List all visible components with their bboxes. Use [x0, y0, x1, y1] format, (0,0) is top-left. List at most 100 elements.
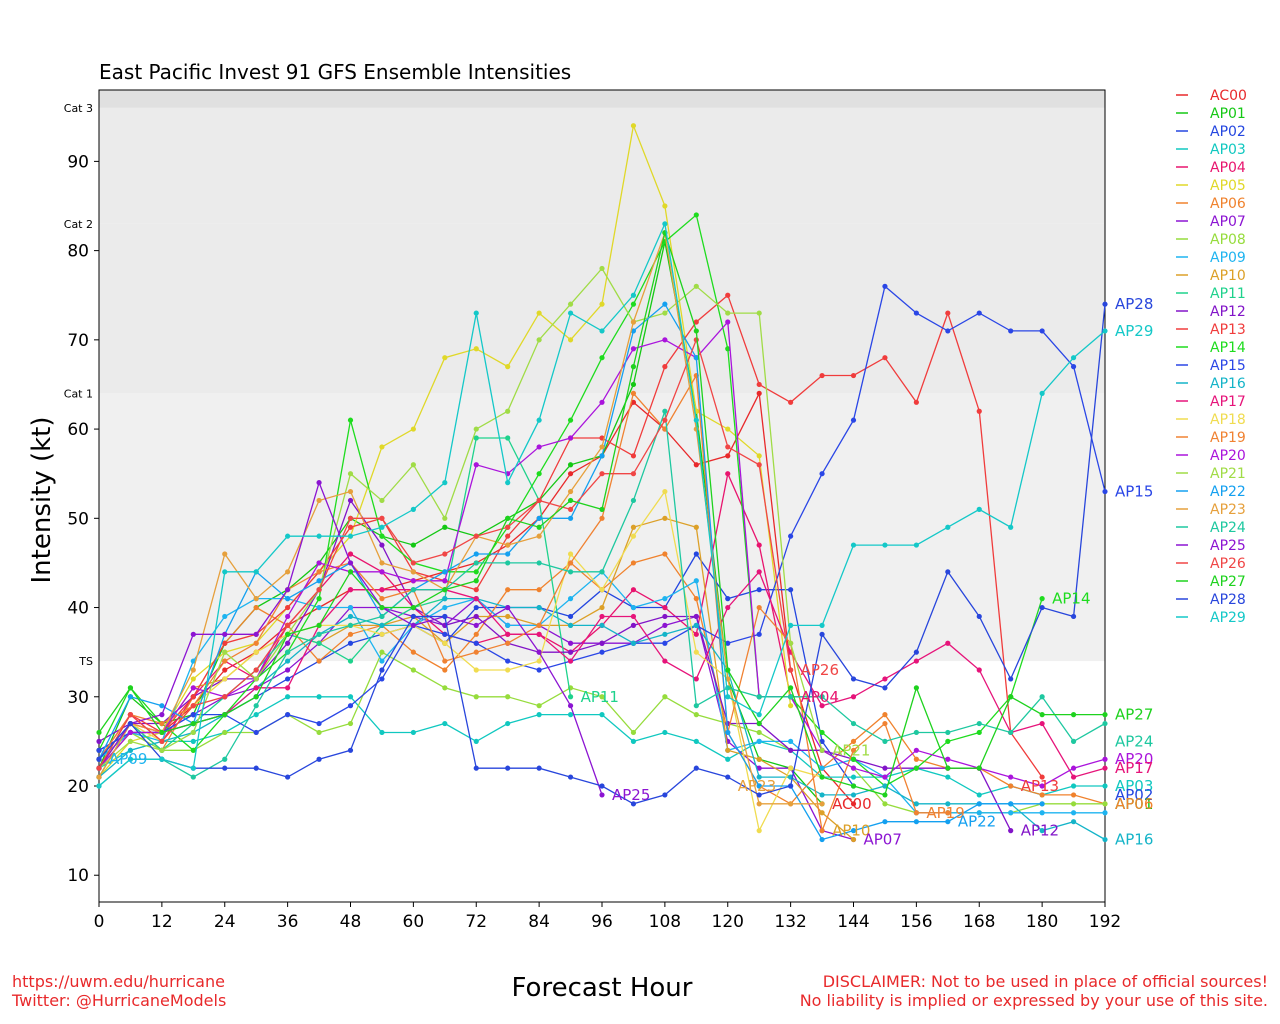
data-point — [788, 765, 794, 771]
data-point — [882, 819, 888, 825]
data-point — [1070, 364, 1077, 370]
data-point — [379, 444, 385, 450]
data-point — [379, 515, 385, 521]
legend-label-ap14: AP14 — [1210, 340, 1246, 356]
data-point — [756, 604, 762, 611]
data-point — [159, 712, 165, 718]
legend-label-ap11: AP11 — [1210, 286, 1246, 302]
data-point — [347, 604, 354, 611]
end-label-ap26: AP26 — [801, 661, 839, 679]
data-point — [536, 703, 542, 709]
data-point — [945, 569, 951, 575]
y-axis-label: Intensity (kt) — [27, 417, 57, 584]
data-point — [410, 604, 416, 611]
data-point — [222, 765, 228, 771]
website-link[interactable]: https://uwm.edu/hurricane — [12, 972, 225, 991]
data-point — [473, 596, 479, 602]
data-point — [725, 756, 731, 762]
data-point — [1039, 596, 1045, 602]
legend-label-ap06: AP06 — [1210, 196, 1246, 212]
data-point — [127, 738, 134, 744]
data-point — [473, 569, 479, 575]
data-point — [473, 435, 479, 441]
data-point — [567, 435, 574, 441]
data-point — [190, 703, 196, 709]
data-point — [127, 685, 134, 691]
data-point — [850, 542, 857, 548]
data-point — [756, 801, 762, 807]
end-label-ap14: AP14 — [1052, 590, 1090, 608]
end-label-ap22: AP22 — [958, 813, 996, 831]
data-point — [410, 560, 416, 566]
data-point — [222, 551, 228, 557]
end-label-ap13: AP13 — [1021, 777, 1059, 795]
end-label-ap01: AP01 — [1115, 795, 1153, 813]
legend-label-ap21: AP21 — [1210, 466, 1246, 482]
footer-disclaimer: DISCLAIMER: Not to be used in place of o… — [800, 972, 1268, 1010]
band-ts — [99, 393, 1105, 662]
twitter-handle[interactable]: Twitter: @HurricaneModels — [12, 991, 227, 1010]
data-point — [347, 515, 354, 521]
data-point — [945, 765, 951, 771]
data-point — [505, 622, 511, 628]
legend-label-ap05: AP05 — [1210, 178, 1246, 194]
data-point — [127, 756, 134, 762]
data-point — [693, 212, 699, 218]
data-point — [693, 524, 699, 530]
data-point — [850, 738, 857, 744]
data-point — [473, 587, 479, 593]
data-point — [882, 355, 888, 361]
data-point — [159, 720, 165, 727]
data-point — [1102, 801, 1108, 807]
data-point — [662, 417, 668, 423]
data-point — [190, 747, 196, 753]
data-point — [567, 622, 574, 628]
data-point — [976, 801, 982, 807]
data-point — [1102, 810, 1108, 816]
data-point — [1070, 801, 1077, 807]
data-point — [1008, 524, 1014, 530]
data-point — [850, 801, 857, 807]
data-point — [442, 569, 448, 575]
series-line — [98, 241, 823, 805]
data-point — [788, 703, 794, 709]
series-ap26 — [96, 337, 794, 771]
end-label-ap20: AP20 — [1115, 750, 1153, 768]
data-point — [662, 364, 668, 370]
data-point — [976, 613, 982, 620]
series-line — [98, 696, 1105, 796]
data-point — [819, 792, 825, 798]
chart-title: East Pacific Invest 91 GFS Ensemble Inte… — [99, 60, 571, 84]
end-label-ap06: AP06 — [1115, 795, 1153, 813]
data-point — [756, 542, 762, 548]
y-tick-label: 60 — [67, 420, 89, 440]
data-point — [819, 828, 825, 834]
data-point — [756, 828, 762, 834]
legend-label-ap19: AP19 — [1210, 430, 1246, 446]
data-point — [473, 667, 479, 673]
data-point — [913, 765, 919, 771]
data-point — [662, 310, 668, 316]
data-point — [96, 756, 102, 762]
data-point — [850, 836, 857, 843]
data-point — [725, 694, 731, 700]
data-point — [379, 667, 385, 673]
data-point — [662, 408, 668, 414]
data-point — [442, 720, 448, 727]
data-point — [662, 301, 668, 307]
data-point — [442, 667, 448, 673]
data-point — [725, 667, 731, 673]
data-point — [410, 578, 416, 584]
data-point — [662, 488, 668, 495]
data-point — [976, 667, 982, 673]
data-point — [945, 524, 951, 530]
data-point — [505, 364, 511, 370]
x-tick-label: 60 — [403, 912, 425, 932]
data-point — [536, 658, 542, 664]
end-label-ap10: AP10 — [832, 822, 870, 840]
series-ap29 — [96, 221, 1108, 789]
series-line — [98, 373, 948, 834]
data-point — [945, 756, 951, 762]
data-point — [567, 515, 574, 521]
data-point — [913, 819, 919, 825]
